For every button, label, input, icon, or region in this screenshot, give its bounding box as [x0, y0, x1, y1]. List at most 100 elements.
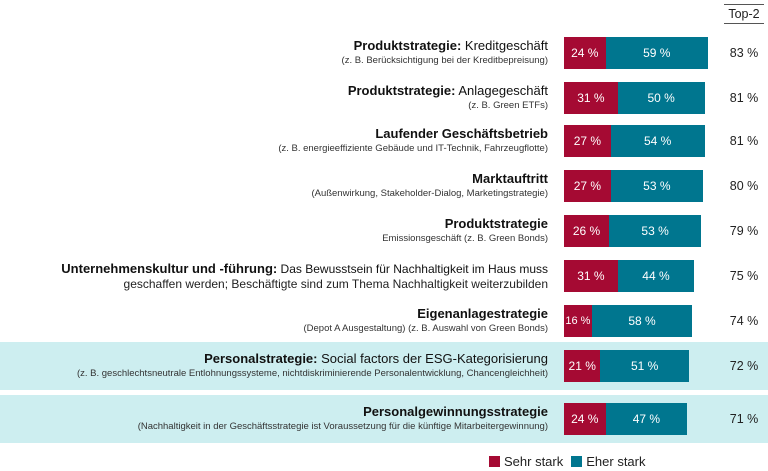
chart-row: Personalstrategie: Social factors der ES… — [0, 344, 768, 388]
bar-value-label: 59 % — [643, 46, 671, 60]
bar-value-label: 47 % — [632, 412, 661, 426]
legend-label-eher-stark: Eher stark — [586, 454, 646, 469]
top2-value: 83 % — [729, 46, 759, 60]
category-label: Personalgewinnungsstrategie (Nachhaltigke… — [138, 397, 548, 441]
category-title-rest: Anlagegeschäft — [455, 83, 548, 98]
top2-value: 71 % — [729, 412, 759, 426]
category-title-bold: Personalgewinnungsstrategie — [363, 404, 548, 419]
category-label: Eigenanlagestrategie (Depot A Ausgestaltu… — [304, 299, 549, 343]
category-title: Produktstrategie — [382, 216, 548, 232]
category-subtitle: geschaffen werden; Beschäftigte sind zum… — [123, 277, 548, 291]
category-subtitle: (z. B. geschlechtsneutrale Entlohnungssy… — [76, 368, 548, 379]
bar-value-label: 27 % — [573, 179, 602, 193]
bar-eher-stark: 53 % — [609, 215, 702, 247]
bar-eher-stark: 50 % — [617, 82, 705, 114]
category-title: Laufender Geschäftsbetrieb — [278, 126, 548, 142]
chart-row: Produktstrategie Emissionsgeschäft (z. B.… — [0, 209, 768, 253]
bar-value-label: 27 % — [573, 134, 602, 148]
chart-row: Produktstrategie: Kreditgeschäft (z. B. B… — [0, 31, 768, 75]
bar-value-label: 26 % — [572, 224, 601, 238]
category-subtitle: Emissionsgeschäft (z. B. Green Bonds) — [382, 233, 548, 244]
chart-row: Unternehmenskultur und -führung: Das Bew… — [0, 254, 768, 298]
category-label: Personalstrategie: Social factors der ES… — [77, 344, 548, 388]
top2-value: 75 % — [729, 269, 759, 283]
bar-eher-stark: 47 % — [605, 403, 688, 435]
bar-value-label: 50 % — [647, 91, 675, 105]
chart-row: Eigenanlagestrategie (Depot A Ausgestaltu… — [0, 299, 768, 343]
category-title: Produktstrategie: Anlagegeschäft — [348, 83, 548, 99]
category-title-bold: Eigenanlagestrategie — [417, 306, 548, 321]
bar-value-label: 24 % — [571, 412, 599, 426]
bar-value-label: 51 % — [630, 359, 659, 373]
legend-swatch-eher-stark — [571, 456, 583, 467]
top2-value: 81 % — [729, 91, 759, 105]
category-title: Unternehmenskultur und -führung: Das Bew… — [61, 261, 548, 277]
top2-value: 79 % — [729, 224, 759, 238]
legend: Sehr stark Eher stark — [489, 454, 646, 469]
legend-swatch-sehr-stark — [489, 456, 500, 467]
category-label: Laufender Geschäftsbetrieb (z. B. energie… — [278, 119, 548, 163]
bar-sehr-stark: 27 % — [564, 125, 611, 157]
top2-value: 80 % — [729, 179, 759, 193]
category-title: Marktauftritt — [311, 171, 548, 187]
chart-row: Marktauftritt (Außenwirkung, Stakeholder-… — [0, 164, 768, 208]
category-title-bold: Unternehmenskultur und -führung: — [61, 261, 278, 276]
category-title: Personalgewinnungsstrategie — [138, 404, 548, 420]
category-title: Produktstrategie: Kreditgeschäft — [342, 38, 548, 54]
bar-value-label: 54 % — [644, 134, 672, 148]
category-title: Personalstrategie: Social factors der ES… — [77, 351, 548, 367]
category-title-rest: Das Bewusstsein für Nachhaltigkeit im Ha… — [277, 262, 548, 276]
bar-value-label: 16 % — [565, 315, 591, 327]
category-title-bold: Produktstrategie — [444, 216, 548, 231]
category-label: Produktstrategie Emissionsgeschäft (z. B.… — [382, 209, 548, 253]
category-subtitle: (Depot A Ausgestaltung) (z. B. Auswahl v… — [303, 323, 549, 334]
bar-sehr-stark: 16 % — [564, 305, 592, 337]
bar-eher-stark: 58 % — [591, 305, 693, 337]
category-label: Marktauftritt (Außenwirkung, Stakeholder-… — [311, 164, 548, 208]
top2-value: 81 % — [729, 134, 759, 148]
category-subtitle: (Nachhaltigkeit in der Geschäftsstrategi… — [137, 421, 548, 432]
category-title-bold: Marktauftritt — [472, 171, 548, 186]
bar-value-label: 44 % — [642, 269, 670, 283]
category-title-bold: Produktstrategie: — [353, 38, 462, 53]
bar-value-label: 21 % — [568, 359, 596, 373]
bar-eher-stark: 59 % — [605, 37, 708, 69]
category-title-bold: Laufender Geschäftsbetrieb — [375, 126, 548, 141]
category-title-bold: Personalstrategie: — [204, 351, 318, 366]
bar-eher-stark: 54 % — [610, 125, 705, 157]
bar-value-label: 24 % — [571, 46, 599, 60]
bar-sehr-stark: 24 % — [564, 403, 606, 435]
category-subtitle: (Außenwirkung, Stakeholder-Dialog, Marke… — [311, 188, 548, 199]
category-subtitle: (z. B. Berücksichtigung bei der Kreditbe… — [341, 55, 548, 66]
chart-row: Laufender Geschäftsbetrieb (z. B. energie… — [0, 119, 768, 163]
category-title-rest: Social factors der ESG-Kategorisierung — [317, 351, 548, 366]
bar-eher-stark: 51 % — [600, 350, 689, 382]
bar-value-label: 31 % — [577, 91, 605, 105]
top2-value: 72 % — [729, 359, 759, 373]
bar-eher-stark: 53 % — [610, 170, 703, 202]
category-title-rest: Kreditgeschäft — [461, 38, 548, 53]
category-title: Eigenanlagestrategie — [304, 306, 548, 322]
bar-sehr-stark: 26 % — [564, 215, 610, 247]
category-label: Unternehmenskultur und -führung: Das Bew… — [61, 254, 548, 298]
bar-sehr-stark: 31 % — [564, 260, 618, 292]
bar-value-label: 58 % — [628, 314, 656, 328]
top2-header: Top-2 — [724, 4, 764, 24]
bar-sehr-stark: 21 % — [564, 350, 601, 382]
bar-sehr-stark: 31 % — [564, 82, 618, 114]
chart-row: Personalgewinnungsstrategie (Nachhaltigke… — [0, 397, 768, 441]
bar-value-label: 53 % — [643, 179, 671, 193]
bar-value-label: 53 % — [641, 224, 669, 238]
category-label: Produktstrategie: Kreditgeschäft (z. B. B… — [342, 31, 548, 75]
top2-value: 74 % — [729, 314, 759, 328]
category-subtitle: (z. B. Green ETFs) — [468, 100, 548, 111]
bar-sehr-stark: 27 % — [564, 170, 611, 202]
chart-row: Produktstrategie: Anlagegeschäft (z. B. G… — [0, 76, 768, 120]
category-label: Produktstrategie: Anlagegeschäft (z. B. G… — [348, 76, 548, 120]
bar-value-label: 31 % — [577, 269, 605, 283]
category-subtitle: (z. B. energieeffiziente Gebäude und IT-… — [278, 143, 548, 154]
bar-eher-stark: 44 % — [617, 260, 695, 292]
category-title-bold: Produktstrategie: — [347, 83, 456, 98]
bar-sehr-stark: 24 % — [564, 37, 606, 69]
legend-label-sehr-stark: Sehr stark — [504, 454, 564, 469]
